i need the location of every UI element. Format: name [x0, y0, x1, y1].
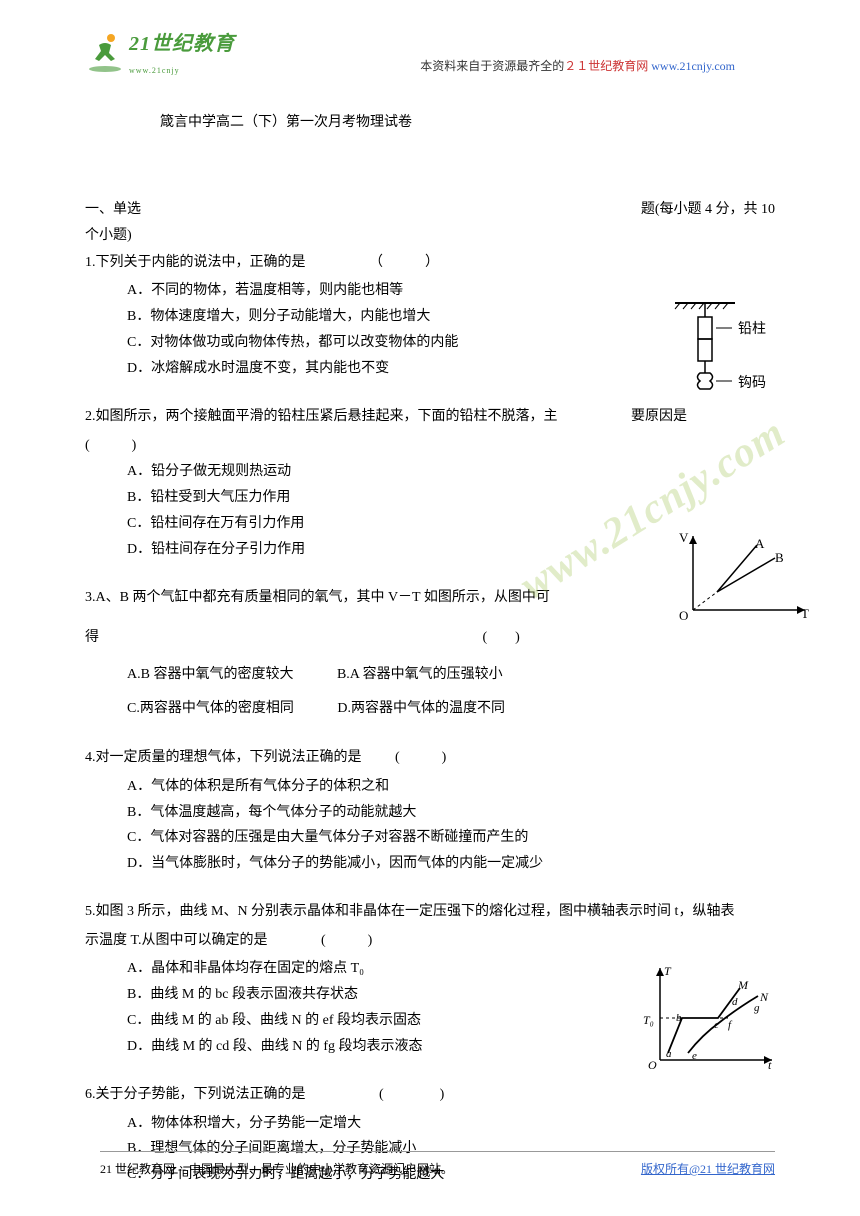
q1-paren: （ ）: [369, 255, 439, 270]
q1-stem: 1.下列关于内能的说法中，正确的是: [85, 255, 306, 270]
q5-stem-a: 5.如图 3 所示，曲线 M、N 分别表示晶体和非晶体在一定压强下的熔化过程，图…: [85, 899, 775, 926]
q3-options-row2: C.两容器中气体的密度相同 D.两容器中气体的温度不同: [85, 696, 775, 723]
footer-left: 21 世纪教育网 -- 中国最大型、最专业的中小学教育资源门户网站。: [100, 1158, 453, 1181]
q2-options: A．铅分子做无规则热运动 B．铅柱受到大气压力作用 C．铅柱间存在万有引力作用 …: [85, 459, 775, 563]
q3-line-a: A: [755, 532, 764, 557]
logo: 21世纪教育 www.21cnjy: [85, 25, 235, 78]
logo-sub-text: www.21cnjy: [129, 63, 235, 78]
logo-text: 21世纪教育 www.21cnjy: [129, 25, 235, 78]
q6-stem: 6.关于分子势能，下列说法正确的是: [85, 1087, 306, 1102]
q2-fig-label-lead: 铅柱: [738, 317, 766, 344]
q3-options-row1: A.B 容器中氧气的密度较大 B.A 容器中氧气的压强较小: [85, 662, 775, 689]
section-header: 一、单选 题(每小题 4 分，共 10: [85, 197, 775, 224]
page-title: 箴言中学高二（下）第一次月考物理试卷: [160, 110, 775, 137]
q4-option-a: A．气体的体积是所有气体分子的体积之和: [127, 774, 775, 800]
q4-option-d: D．当气体膨胀时，气体分子的势能减小，因而气体的内能一定减少: [127, 851, 775, 877]
q1-stem-row: 1.下列关于内能的说法中，正确的是 （ ）: [85, 250, 775, 277]
q4-options: A．气体的体积是所有气体分子的体积之和 B．气体温度越高，每个气体分子的动能就越…: [85, 774, 775, 878]
q3-origin: O: [679, 604, 688, 629]
q5-g: g: [754, 998, 760, 1019]
q2-fig-label-hook: 钩码: [738, 371, 766, 398]
question-4: 4.对一定质量的理想气体，下列说法正确的是 ( ) A．气体的体积是所有气体分子…: [85, 745, 775, 877]
q5-figure: T t O T₀ M N a b c d e f g: [640, 960, 780, 1086]
q5-stem-row-b: 示温度 T.从图中可以确定的是 ( ): [85, 928, 775, 955]
q3-paren: ( ): [483, 630, 520, 645]
q4-paren: ( ): [395, 750, 446, 765]
q2-option-b: B．铅柱受到大气压力作用: [127, 485, 775, 511]
q2-option-a: A．铅分子做无规则热运动: [127, 459, 775, 485]
q3-stem-b: 得: [85, 630, 99, 645]
q5-paren: ( ): [321, 933, 372, 948]
section-line2: 个小题): [85, 223, 775, 250]
source-brand: ２１世纪教育网: [564, 59, 648, 73]
q3-stem-row-b: 得 ( ): [85, 625, 775, 652]
logo-main-text: 21世纪教育: [129, 25, 235, 63]
q5-b: b: [676, 1008, 682, 1029]
q6-stem-row: 6.关于分子势能，下列说法正确的是 ( ): [85, 1082, 775, 1109]
q5-f: f: [728, 1015, 731, 1036]
q5-stem-b: 示温度 T.从图中可以确定的是: [85, 933, 268, 948]
q2-stem-a: 2.如图所示，两个接触面平滑的铅柱压紧后悬挂起来，下面的铅柱不脱落，主: [85, 409, 558, 424]
runner-icon: [85, 31, 125, 73]
q3-axis-v: V: [679, 526, 688, 551]
section-left: 一、单选: [85, 197, 141, 224]
q2-paren: ( ): [85, 433, 775, 460]
source-prefix: 本资料来自于资源最齐全的: [420, 59, 564, 73]
q2-figure: 铅柱 钩码: [670, 295, 790, 416]
q6-paren: ( ): [379, 1087, 444, 1102]
q3-line-b: B: [775, 546, 784, 571]
footer-copyright: 版权所有@21 世纪教育网: [641, 1158, 775, 1181]
q5-origin: O: [648, 1054, 657, 1077]
q5-e: e: [692, 1046, 697, 1067]
q3-option-b: B.A 容器中氧气的压强较小: [337, 662, 503, 689]
question-3: 3.A、B 两个气缸中都充有质量相同的氧气，其中 V－T 如图所示，从图中可 得…: [85, 585, 775, 723]
page-footer: 21 世纪教育网 -- 中国最大型、最专业的中小学教育资源门户网站。 版权所有@…: [100, 1151, 775, 1181]
q6-option-a: A．物体体积增大，分子势能一定增大: [127, 1111, 775, 1137]
source-attribution: 本资料来自于资源最齐全的２１世纪教育网 www.21cnjy.com: [420, 55, 735, 78]
source-url: www.21cnjy.com: [648, 59, 735, 73]
q5-d: d: [732, 992, 738, 1013]
question-2: 2.如图所示，两个接触面平滑的铅柱压紧后悬挂起来，下面的铅柱不脱落，主 要原因是…: [85, 404, 775, 563]
q5-axis-T: T: [664, 960, 671, 983]
q3-axis-t: T: [801, 602, 809, 627]
q4-option-b: B．气体温度越高，每个气体分子的动能就越大: [127, 800, 775, 826]
q5-c: c: [714, 1015, 719, 1036]
q3-option-a: A.B 容器中氧气的密度较大: [127, 662, 293, 689]
q5-M: M: [738, 974, 748, 997]
q3-stem-a: 3.A、B 两个气缸中都充有质量相同的氧气，其中 V－T 如图所示，从图中可: [85, 585, 775, 612]
q3-figure: V T O A B: [675, 530, 810, 636]
q4-stem: 4.对一定质量的理想气体，下列说法正确的是: [85, 750, 362, 765]
section-right: 题(每小题 4 分，共 10: [641, 197, 775, 224]
q3-option-d: D.两容器中气体的温度不同: [337, 696, 505, 723]
q3-option-c: C.两容器中气体的密度相同: [127, 696, 294, 723]
q5-N: N: [760, 986, 768, 1009]
q4-option-c: C．气体对容器的压强是由大量气体分子对容器不断碰撞而产生的: [127, 825, 775, 851]
q5-a: a: [666, 1044, 672, 1065]
q5-axis-t: t: [768, 1054, 771, 1077]
q5-T0: T₀: [643, 1009, 654, 1032]
q4-stem-row: 4.对一定质量的理想气体，下列说法正确的是 ( ): [85, 745, 775, 772]
page-header: 21世纪教育 www.21cnjy 本资料来自于资源最齐全的２１世纪教育网 ww…: [85, 30, 775, 90]
